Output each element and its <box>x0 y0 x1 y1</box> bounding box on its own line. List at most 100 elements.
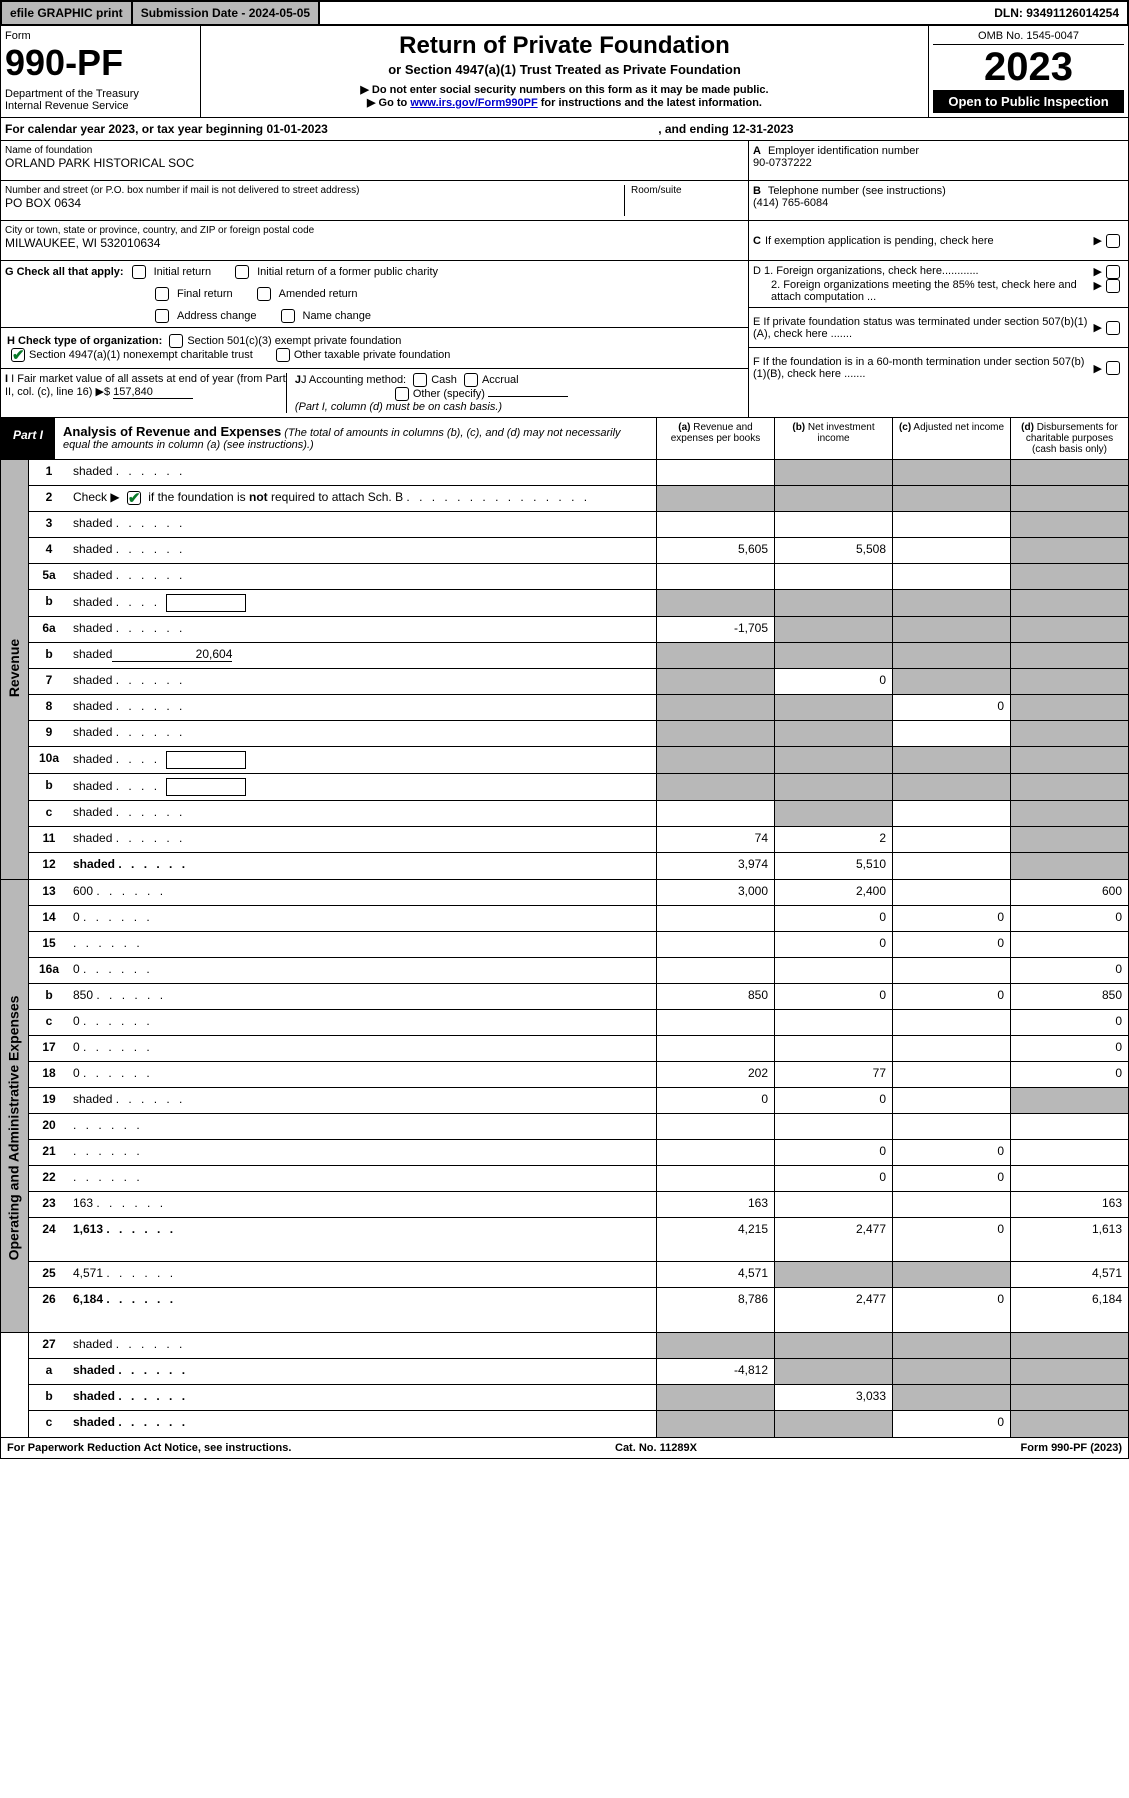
cell-d: 0 <box>1010 1010 1128 1035</box>
cell-b <box>774 643 892 668</box>
cell-b <box>774 774 892 800</box>
checkbox-icon[interactable] <box>1106 361 1120 375</box>
col-b-head: (b) Net investment income <box>774 418 892 459</box>
checkbox-icon[interactable] <box>257 287 271 301</box>
cell-c <box>892 1385 1010 1410</box>
table-row: 140 . . . . . .000 <box>29 906 1128 932</box>
cell-a <box>656 590 774 616</box>
table-row: cshaded . . . . . . <box>29 801 1128 827</box>
table-row: 12shaded . . . . . .3,9745,510 <box>29 853 1128 879</box>
cell-a <box>656 1385 774 1410</box>
form-link[interactable]: www.irs.gov/Form990PF <box>410 97 537 109</box>
cell-a <box>656 932 774 957</box>
cell-b <box>774 1411 892 1437</box>
cell-a <box>656 747 774 773</box>
cell-d <box>1010 1385 1128 1410</box>
cell-b <box>774 460 892 485</box>
checkbox-icon[interactable] <box>281 309 295 323</box>
cell-a <box>656 643 774 668</box>
checkbox-checked-icon <box>127 491 141 505</box>
revenue-side-label: Revenue <box>1 460 29 879</box>
line-number: 13 <box>29 880 69 905</box>
checkbox-icon[interactable] <box>1106 234 1120 248</box>
cell-b <box>774 564 892 589</box>
table-row: 4shaded . . . . . .5,6055,508 <box>29 538 1128 564</box>
cell-d: 0 <box>1010 958 1128 983</box>
entity-block: Name of foundation ORLAND PARK HISTORICA… <box>0 141 1129 418</box>
cell-a <box>656 1411 774 1437</box>
checkbox-icon[interactable] <box>155 287 169 301</box>
cell-d <box>1010 643 1128 668</box>
cell-c: 0 <box>892 1166 1010 1191</box>
cell-d: 163 <box>1010 1192 1128 1217</box>
cell-d <box>1010 853 1128 879</box>
cell-d <box>1010 1411 1128 1437</box>
header-left: Form 990-PF Department of the TreasuryIn… <box>1 26 201 117</box>
line-description: 0 . . . . . . <box>69 1062 656 1087</box>
line-number: b <box>29 984 69 1009</box>
checkbox-icon[interactable] <box>132 265 146 279</box>
header-right: OMB No. 1545-0047 2023 Open to Public In… <box>928 26 1128 117</box>
cell-d <box>1010 747 1128 773</box>
cell-d <box>1010 695 1128 720</box>
entity-left: Name of foundation ORLAND PARK HISTORICA… <box>1 141 748 417</box>
cell-d <box>1010 512 1128 537</box>
cell-d <box>1010 1088 1128 1113</box>
line-description: shaded . . . . . . <box>69 801 656 826</box>
cell-d: 0 <box>1010 1062 1128 1087</box>
line-number: 10a <box>29 747 69 773</box>
cell-c <box>892 1192 1010 1217</box>
cell-c <box>892 958 1010 983</box>
cell-c <box>892 1333 1010 1358</box>
table-row: 7shaded . . . . . .0 <box>29 669 1128 695</box>
tax-year: 2023 <box>933 45 1124 90</box>
checkbox-icon[interactable] <box>169 334 183 348</box>
cell-d <box>1010 617 1128 642</box>
checkbox-icon[interactable] <box>413 373 427 387</box>
cell-b <box>774 695 892 720</box>
cell-c <box>892 853 1010 879</box>
revenue-table: Revenue 1shaded . . . . . .2Check ▶ if t… <box>0 460 1129 880</box>
section-c: CIf exemption application is pending, ch… <box>749 221 1128 261</box>
checkbox-icon[interactable] <box>1106 265 1120 279</box>
line-description: shaded20,604 <box>69 643 656 668</box>
line-number: 23 <box>29 1192 69 1217</box>
cell-d <box>1010 774 1128 800</box>
line-number: 7 <box>29 669 69 694</box>
table-row: 180 . . . . . .202770 <box>29 1062 1128 1088</box>
cell-d <box>1010 590 1128 616</box>
cell-b <box>774 1262 892 1287</box>
checkbox-icon[interactable] <box>1106 321 1120 335</box>
table-row: 8shaded . . . . . .0 <box>29 695 1128 721</box>
checkbox-icon[interactable] <box>395 387 409 401</box>
cell-c <box>892 1036 1010 1061</box>
checkbox-icon[interactable] <box>276 348 290 362</box>
cell-a <box>656 958 774 983</box>
cell-b <box>774 958 892 983</box>
table-row: cshaded . . . . . .0 <box>29 1411 1128 1437</box>
cell-b <box>774 1036 892 1061</box>
line-description: shaded . . . . . . <box>69 721 656 746</box>
line-description: 0 . . . . . . <box>69 958 656 983</box>
line-description: 600 . . . . . . <box>69 880 656 905</box>
section-d: D 1. Foreign organizations, check here..… <box>749 261 1128 308</box>
line-number: c <box>29 1010 69 1035</box>
cell-a: 163 <box>656 1192 774 1217</box>
phone-row: B Telephone number (see instructions) (4… <box>749 181 1128 221</box>
checkbox-icon[interactable] <box>155 309 169 323</box>
line-number: b <box>29 643 69 668</box>
checkbox-icon[interactable] <box>235 265 249 279</box>
cell-a: 8,786 <box>656 1288 774 1332</box>
line-description: 850 . . . . . . <box>69 984 656 1009</box>
checkbox-checked-icon[interactable] <box>11 348 25 362</box>
form-subtitle: or Section 4947(a)(1) Trust Treated as P… <box>207 62 922 77</box>
cell-b <box>774 512 892 537</box>
checkbox-icon[interactable] <box>1106 279 1120 293</box>
cell-b: 2,477 <box>774 1218 892 1261</box>
table-row: 241,613 . . . . . .4,2152,47701,613 <box>29 1218 1128 1262</box>
cell-b: 0 <box>774 1166 892 1191</box>
cell-a <box>656 906 774 931</box>
line-number: 15 <box>29 932 69 957</box>
checkbox-icon[interactable] <box>464 373 478 387</box>
city-row: City or town, state or province, country… <box>1 221 748 261</box>
